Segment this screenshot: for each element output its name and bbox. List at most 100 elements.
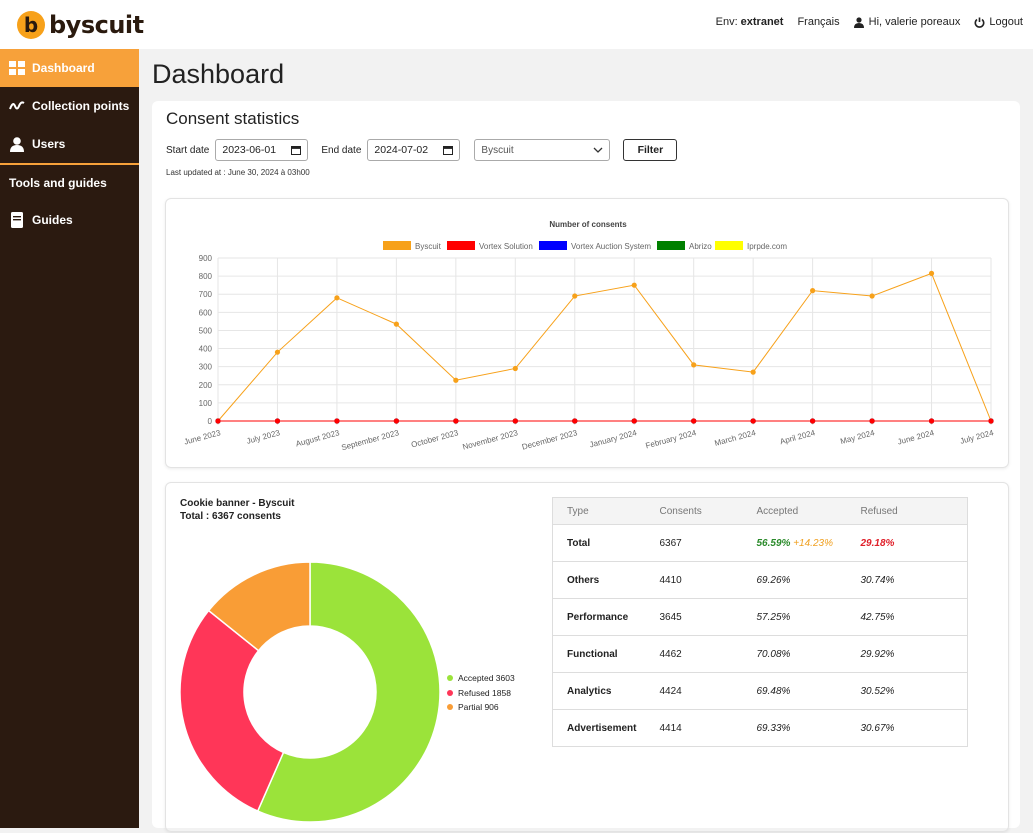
logout-label: Logout xyxy=(989,16,1023,28)
legend-swatch xyxy=(447,241,475,250)
cell-accepted: 69.48% xyxy=(746,672,851,710)
data-point xyxy=(810,288,816,294)
table-row: Total 6367 56.59% +14.23% 29.18% xyxy=(552,524,968,562)
cell-consents: 6367 xyxy=(649,524,747,562)
donut-slice xyxy=(207,561,311,652)
data-point xyxy=(631,418,637,424)
y-tick-label: 900 xyxy=(199,254,213,263)
top-nav: Env: extranet Français Hi, valerie porea… xyxy=(702,16,1023,28)
env-value: extranet xyxy=(740,16,784,28)
data-point xyxy=(572,418,578,424)
cell-consents: 4414 xyxy=(649,709,747,747)
end-date-label: End date xyxy=(321,144,362,156)
last-updated-text: Last updated at : June 30, 2024 à 03h00 xyxy=(166,168,310,177)
language-link[interactable]: Français xyxy=(797,16,840,28)
legend-label: Iprpde.com xyxy=(747,242,787,251)
calendar-icon xyxy=(291,146,302,155)
donut-slice xyxy=(256,561,441,823)
env-indicator: Env: extranet xyxy=(716,16,784,28)
cell-accepted: 69.33% xyxy=(746,709,851,747)
legend-swatch xyxy=(715,241,743,250)
card-title: Consent statistics xyxy=(166,109,300,128)
logo-icon: b xyxy=(17,11,45,39)
data-point xyxy=(928,418,935,424)
chevron-down-icon xyxy=(593,147,603,153)
series-line xyxy=(217,272,992,422)
y-tick-label: 500 xyxy=(199,326,213,335)
site-select[interactable]: Byscuit xyxy=(474,139,611,161)
cell-refused: 30.74% xyxy=(850,561,968,599)
x-tick-label: July 2024 xyxy=(959,428,995,446)
sidebar-item-label: Dashboard xyxy=(32,61,95,75)
cell-refused: 30.67% xyxy=(850,709,968,747)
cell-consents: 4462 xyxy=(649,635,747,673)
table-row: Advertisement 4414 69.33% 30.67% xyxy=(552,709,968,747)
table-row: Analytics 4424 69.48% 30.52% xyxy=(552,672,968,710)
data-point xyxy=(453,418,459,424)
x-tick-label: August 2023 xyxy=(295,428,341,448)
donut-slice xyxy=(179,609,285,813)
logout-link[interactable]: Logout xyxy=(974,16,1023,28)
x-tick-label: October 2023 xyxy=(410,428,460,449)
x-tick-label: March 2024 xyxy=(714,428,758,448)
sidebar-item-dashboard[interactable]: Dashboard xyxy=(0,49,139,87)
legend-label: Partial 906 xyxy=(458,702,499,713)
cell-refused: 30.52% xyxy=(850,672,968,710)
cell-accepted: 56.59% +14.23% xyxy=(746,524,851,562)
page-title: Dashboard xyxy=(152,59,285,89)
legend-label: Refused 1858 xyxy=(458,687,511,698)
legend-item: Accepted 3603 xyxy=(447,671,515,686)
user-icon xyxy=(853,16,864,28)
start-date-input[interactable]: 2023-06-01 xyxy=(215,139,309,161)
data-point xyxy=(215,418,221,424)
consent-table: Type Consents Accepted Refused Total 636… xyxy=(552,497,968,747)
env-label: Env: xyxy=(715,16,738,28)
sidebar-section-title: Tools and guides xyxy=(9,176,107,190)
x-tick-label: June 2024 xyxy=(897,428,936,447)
data-point xyxy=(274,349,281,355)
legend-item: Partial 906 xyxy=(447,700,515,715)
filter-button[interactable]: Filter xyxy=(623,139,678,161)
cell-accepted: 69.26% xyxy=(746,561,851,599)
legend-dot xyxy=(447,704,453,711)
x-tick-label: December 2023 xyxy=(521,428,579,452)
legend-label: Abrizo xyxy=(689,242,712,251)
line-chart-card: Number of consents Byscuit Vortex Solution… xyxy=(165,198,1009,468)
table-header-row: Type Consents Accepted Refused xyxy=(552,497,968,525)
data-point xyxy=(928,270,935,276)
legend-label: Vortex Solution xyxy=(479,242,533,251)
sidebar-item-label: Collection points xyxy=(32,99,130,113)
logo-text: byscuit xyxy=(49,11,144,39)
user-menu[interactable]: Hi, valerie poreaux xyxy=(853,16,961,28)
table-row: Functional 4462 70.08% 29.92% xyxy=(552,635,968,673)
power-icon xyxy=(974,17,985,28)
x-tick-label: September 2023 xyxy=(340,428,400,452)
cell-type: Total xyxy=(552,524,650,562)
x-tick-label: February 2024 xyxy=(645,428,698,450)
cell-consents: 4424 xyxy=(649,672,747,710)
site-select-value: Byscuit xyxy=(481,144,514,156)
line-chart: Number of consents Byscuit Vortex Solution… xyxy=(183,220,995,452)
sidebar-item-users[interactable]: Users xyxy=(0,125,139,163)
filter-bar: Start date 2023-06-01 End date 2024-07-0… xyxy=(166,139,678,161)
data-point xyxy=(750,418,756,424)
logo[interactable]: b byscuit xyxy=(17,11,144,39)
x-tick-label: January 2024 xyxy=(589,428,639,449)
cell-accepted: 70.08% xyxy=(746,635,851,673)
user-greeting: Hi, valerie poreaux xyxy=(868,16,961,28)
legend-label: Vortex Auction System xyxy=(571,242,651,251)
book-icon xyxy=(11,212,23,228)
sidebar-item-guides[interactable]: Guides xyxy=(0,201,139,239)
x-tick-label: June 2023 xyxy=(183,428,222,447)
legend-dot xyxy=(447,689,453,696)
data-point xyxy=(393,321,399,327)
end-date-input[interactable]: 2024-07-02 xyxy=(367,139,461,161)
end-date-value: 2024-07-02 xyxy=(374,144,429,156)
data-point xyxy=(869,293,875,299)
data-point xyxy=(453,377,459,383)
data-point xyxy=(512,365,518,372)
data-point xyxy=(810,418,816,424)
donut-legend: Accepted 3603 Refused 1858 Partial 906 xyxy=(447,671,515,715)
sidebar-item-collection-points[interactable]: Collection points xyxy=(0,87,139,125)
column-header: Type xyxy=(552,497,650,525)
